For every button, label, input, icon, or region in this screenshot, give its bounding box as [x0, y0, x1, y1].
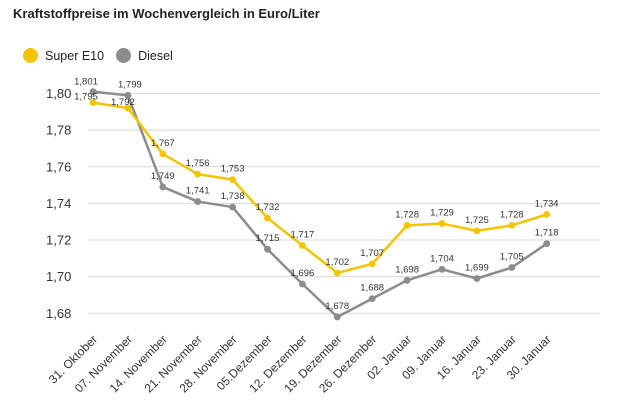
data-point-super-e10	[333, 269, 341, 277]
y-tick-label: 1,76	[46, 159, 71, 174]
chart-legend: Super E10 Diesel	[23, 48, 185, 63]
data-point-diesel	[124, 91, 132, 99]
y-tick-label: 1,74	[46, 196, 71, 211]
legend-item-super-e10: Super E10	[23, 48, 104, 63]
data-label-diesel: 1,715	[256, 233, 280, 244]
data-point-diesel	[264, 245, 271, 253]
data-point-diesel	[159, 183, 167, 191]
data-point-super-e10	[194, 170, 202, 178]
data-point-diesel	[333, 313, 341, 321]
data-point-diesel	[473, 275, 481, 282]
data-point-diesel	[299, 280, 306, 288]
y-tick-label: 1,78	[46, 123, 71, 138]
data-point-diesel	[89, 88, 97, 96]
data-label-diesel: 1,678	[325, 301, 349, 312]
data-point-super-e10	[229, 176, 237, 183]
legend-swatch-super-e10	[23, 48, 38, 63]
data-point-diesel	[229, 203, 237, 211]
data-label-super-e10: 1,732	[256, 202, 280, 213]
data-label-diesel: 1,698	[395, 264, 419, 275]
data-point-super-e10	[508, 221, 516, 229]
data-point-super-e10	[299, 242, 306, 249]
data-label-diesel: 1,749	[151, 171, 175, 182]
data-point-super-e10	[473, 227, 481, 235]
data-label-super-e10: 1,728	[395, 209, 419, 220]
data-label-diesel: 1,705	[500, 252, 524, 263]
data-label-super-e10: 1,729	[430, 208, 454, 219]
data-point-diesel	[543, 240, 551, 248]
legend-label-diesel: Diesel	[138, 48, 173, 63]
y-tick-label: 1,80	[46, 86, 71, 101]
data-label-diesel: 1,699	[465, 262, 489, 273]
y-tick-label: 1,72	[46, 233, 71, 248]
data-label-super-e10: 1,792	[111, 97, 135, 108]
data-label-super-e10: 1,725	[465, 215, 489, 226]
data-label-diesel: 1,741	[186, 186, 210, 197]
data-label-super-e10: 1,702	[325, 257, 349, 268]
data-label-diesel: 1,801	[74, 77, 98, 88]
legend-swatch-diesel	[116, 48, 132, 63]
data-label-super-e10: 1,728	[500, 209, 524, 220]
data-label-diesel: 1,799	[118, 79, 142, 90]
data-label-super-e10: 1,734	[535, 198, 559, 209]
data-point-super-e10	[543, 210, 551, 218]
data-label-diesel: 1,696	[291, 268, 315, 279]
data-point-super-e10	[438, 220, 446, 227]
data-label-diesel: 1,718	[535, 228, 559, 239]
data-label-super-e10: 1,707	[360, 248, 384, 259]
data-point-diesel	[403, 276, 411, 284]
data-label-diesel: 1,704	[430, 253, 454, 264]
data-point-super-e10	[89, 99, 97, 107]
legend-label-super-e10: Super E10	[45, 48, 105, 63]
data-label-diesel: 1,738	[221, 191, 245, 202]
data-label-super-e10: 1,767	[151, 138, 175, 149]
data-label-diesel: 1,688	[360, 283, 384, 294]
data-label-super-e10: 1,753	[221, 164, 245, 175]
data-point-diesel	[438, 265, 446, 273]
data-point-super-e10	[403, 221, 411, 229]
y-tick-label: 1,70	[46, 269, 71, 284]
data-point-super-e10	[159, 150, 167, 158]
chart-title: Kraftstoffpreise im Wochenvergleich in E…	[13, 6, 320, 21]
data-label-super-e10: 1,717	[291, 230, 315, 241]
data-label-super-e10: 1,756	[186, 158, 210, 169]
data-point-diesel	[368, 295, 376, 303]
data-label-super-e10: 1,795	[74, 92, 98, 103]
series-line-super-e10	[92, 101, 548, 275]
data-point-super-e10	[264, 214, 271, 222]
series-line-diesel	[92, 90, 548, 319]
data-point-super-e10	[124, 104, 132, 112]
y-tick-label: 1,68	[46, 306, 71, 321]
data-point-diesel	[194, 198, 202, 205]
data-point-diesel	[508, 264, 516, 271]
legend-item-diesel: Diesel	[116, 48, 173, 63]
data-point-super-e10	[368, 260, 376, 268]
